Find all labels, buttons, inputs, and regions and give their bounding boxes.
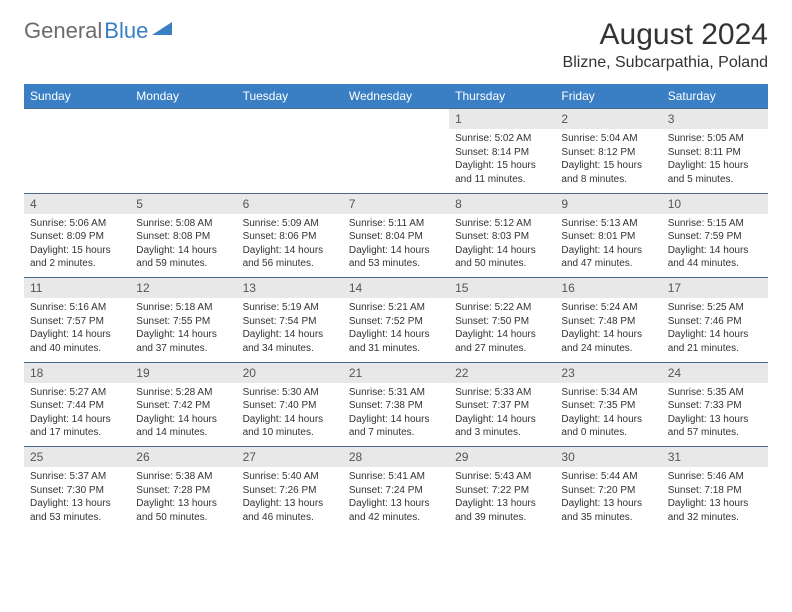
day-number-cell: 19	[130, 362, 236, 383]
brand-part2: Blue	[104, 18, 148, 44]
day-number-cell: 25	[24, 447, 130, 468]
day-number-cell: 26	[130, 447, 236, 468]
day-detail-cell: Sunrise: 5:09 AMSunset: 8:06 PMDaylight:…	[237, 214, 343, 278]
day-number-cell: 29	[449, 447, 555, 468]
day-number-cell: 11	[24, 278, 130, 299]
calendar-body: 123Sunrise: 5:02 AMSunset: 8:14 PMDaylig…	[24, 109, 768, 532]
brand-logo: GeneralBlue	[24, 18, 174, 44]
header: GeneralBlue August 2024 Blizne, Subcarpa…	[24, 18, 768, 72]
day-detail-cell: Sunrise: 5:02 AMSunset: 8:14 PMDaylight:…	[449, 129, 555, 193]
day-detail-cell: Sunrise: 5:44 AMSunset: 7:20 PMDaylight:…	[555, 467, 661, 531]
day-number-cell: 21	[343, 362, 449, 383]
day-header: Wednesday	[343, 84, 449, 109]
day-number-cell: 4	[24, 193, 130, 214]
day-detail-cell	[343, 129, 449, 193]
day-detail-cell: Sunrise: 5:27 AMSunset: 7:44 PMDaylight:…	[24, 383, 130, 447]
day-header: Saturday	[662, 84, 768, 109]
location-text: Blizne, Subcarpathia, Poland	[563, 54, 768, 72]
day-number-cell: 28	[343, 447, 449, 468]
day-number-cell	[237, 109, 343, 130]
day-number-cell: 20	[237, 362, 343, 383]
day-header: Tuesday	[237, 84, 343, 109]
day-number-cell: 13	[237, 278, 343, 299]
day-detail-cell: Sunrise: 5:37 AMSunset: 7:30 PMDaylight:…	[24, 467, 130, 531]
day-number-cell: 14	[343, 278, 449, 299]
day-number-cell: 6	[237, 193, 343, 214]
day-detail-cell: Sunrise: 5:38 AMSunset: 7:28 PMDaylight:…	[130, 467, 236, 531]
day-detail-cell: Sunrise: 5:06 AMSunset: 8:09 PMDaylight:…	[24, 214, 130, 278]
day-number-cell: 15	[449, 278, 555, 299]
day-detail-cell: Sunrise: 5:24 AMSunset: 7:48 PMDaylight:…	[555, 298, 661, 362]
day-detail-cell: Sunrise: 5:13 AMSunset: 8:01 PMDaylight:…	[555, 214, 661, 278]
day-header: Thursday	[449, 84, 555, 109]
day-detail-cell: Sunrise: 5:31 AMSunset: 7:38 PMDaylight:…	[343, 383, 449, 447]
day-number-cell: 30	[555, 447, 661, 468]
day-detail-cell: Sunrise: 5:12 AMSunset: 8:03 PMDaylight:…	[449, 214, 555, 278]
triangle-icon	[152, 20, 174, 43]
day-header-row: Sunday Monday Tuesday Wednesday Thursday…	[24, 84, 768, 109]
day-detail-cell: Sunrise: 5:15 AMSunset: 7:59 PMDaylight:…	[662, 214, 768, 278]
daynum-row: 25262728293031	[24, 447, 768, 468]
day-detail-cell: Sunrise: 5:30 AMSunset: 7:40 PMDaylight:…	[237, 383, 343, 447]
calendar-table: Sunday Monday Tuesday Wednesday Thursday…	[24, 84, 768, 531]
day-number-cell: 17	[662, 278, 768, 299]
day-number-cell: 16	[555, 278, 661, 299]
day-number-cell: 5	[130, 193, 236, 214]
day-header: Sunday	[24, 84, 130, 109]
day-number-cell: 23	[555, 362, 661, 383]
day-number-cell: 1	[449, 109, 555, 130]
day-detail-cell: Sunrise: 5:18 AMSunset: 7:55 PMDaylight:…	[130, 298, 236, 362]
day-number-cell: 18	[24, 362, 130, 383]
day-number-cell	[24, 109, 130, 130]
day-number-cell	[343, 109, 449, 130]
day-detail-cell: Sunrise: 5:11 AMSunset: 8:04 PMDaylight:…	[343, 214, 449, 278]
day-number-cell: 8	[449, 193, 555, 214]
day-detail-cell: Sunrise: 5:16 AMSunset: 7:57 PMDaylight:…	[24, 298, 130, 362]
detail-row: Sunrise: 5:16 AMSunset: 7:57 PMDaylight:…	[24, 298, 768, 362]
day-detail-cell: Sunrise: 5:35 AMSunset: 7:33 PMDaylight:…	[662, 383, 768, 447]
day-detail-cell: Sunrise: 5:21 AMSunset: 7:52 PMDaylight:…	[343, 298, 449, 362]
day-detail-cell: Sunrise: 5:08 AMSunset: 8:08 PMDaylight:…	[130, 214, 236, 278]
calendar-page: GeneralBlue August 2024 Blizne, Subcarpa…	[0, 0, 792, 549]
brand-part1: General	[24, 18, 102, 44]
day-detail-cell	[130, 129, 236, 193]
day-number-cell: 2	[555, 109, 661, 130]
day-header: Monday	[130, 84, 236, 109]
day-number-cell: 10	[662, 193, 768, 214]
day-number-cell: 22	[449, 362, 555, 383]
day-detail-cell: Sunrise: 5:34 AMSunset: 7:35 PMDaylight:…	[555, 383, 661, 447]
day-number-cell: 7	[343, 193, 449, 214]
day-detail-cell	[24, 129, 130, 193]
detail-row: Sunrise: 5:02 AMSunset: 8:14 PMDaylight:…	[24, 129, 768, 193]
detail-row: Sunrise: 5:37 AMSunset: 7:30 PMDaylight:…	[24, 467, 768, 531]
day-detail-cell: Sunrise: 5:40 AMSunset: 7:26 PMDaylight:…	[237, 467, 343, 531]
daynum-row: 11121314151617	[24, 278, 768, 299]
day-header: Friday	[555, 84, 661, 109]
day-detail-cell: Sunrise: 5:25 AMSunset: 7:46 PMDaylight:…	[662, 298, 768, 362]
day-number-cell: 24	[662, 362, 768, 383]
daynum-row: 18192021222324	[24, 362, 768, 383]
day-detail-cell: Sunrise: 5:19 AMSunset: 7:54 PMDaylight:…	[237, 298, 343, 362]
detail-row: Sunrise: 5:06 AMSunset: 8:09 PMDaylight:…	[24, 214, 768, 278]
daynum-row: 45678910	[24, 193, 768, 214]
day-detail-cell: Sunrise: 5:05 AMSunset: 8:11 PMDaylight:…	[662, 129, 768, 193]
day-detail-cell: Sunrise: 5:28 AMSunset: 7:42 PMDaylight:…	[130, 383, 236, 447]
day-detail-cell: Sunrise: 5:33 AMSunset: 7:37 PMDaylight:…	[449, 383, 555, 447]
title-block: August 2024 Blizne, Subcarpathia, Poland	[563, 18, 768, 72]
day-number-cell: 12	[130, 278, 236, 299]
day-detail-cell: Sunrise: 5:22 AMSunset: 7:50 PMDaylight:…	[449, 298, 555, 362]
day-number-cell: 27	[237, 447, 343, 468]
detail-row: Sunrise: 5:27 AMSunset: 7:44 PMDaylight:…	[24, 383, 768, 447]
day-number-cell: 3	[662, 109, 768, 130]
day-detail-cell	[237, 129, 343, 193]
day-number-cell	[130, 109, 236, 130]
month-title: August 2024	[563, 18, 768, 52]
day-number-cell: 31	[662, 447, 768, 468]
day-number-cell: 9	[555, 193, 661, 214]
day-detail-cell: Sunrise: 5:04 AMSunset: 8:12 PMDaylight:…	[555, 129, 661, 193]
daynum-row: 123	[24, 109, 768, 130]
day-detail-cell: Sunrise: 5:41 AMSunset: 7:24 PMDaylight:…	[343, 467, 449, 531]
day-detail-cell: Sunrise: 5:46 AMSunset: 7:18 PMDaylight:…	[662, 467, 768, 531]
day-detail-cell: Sunrise: 5:43 AMSunset: 7:22 PMDaylight:…	[449, 467, 555, 531]
